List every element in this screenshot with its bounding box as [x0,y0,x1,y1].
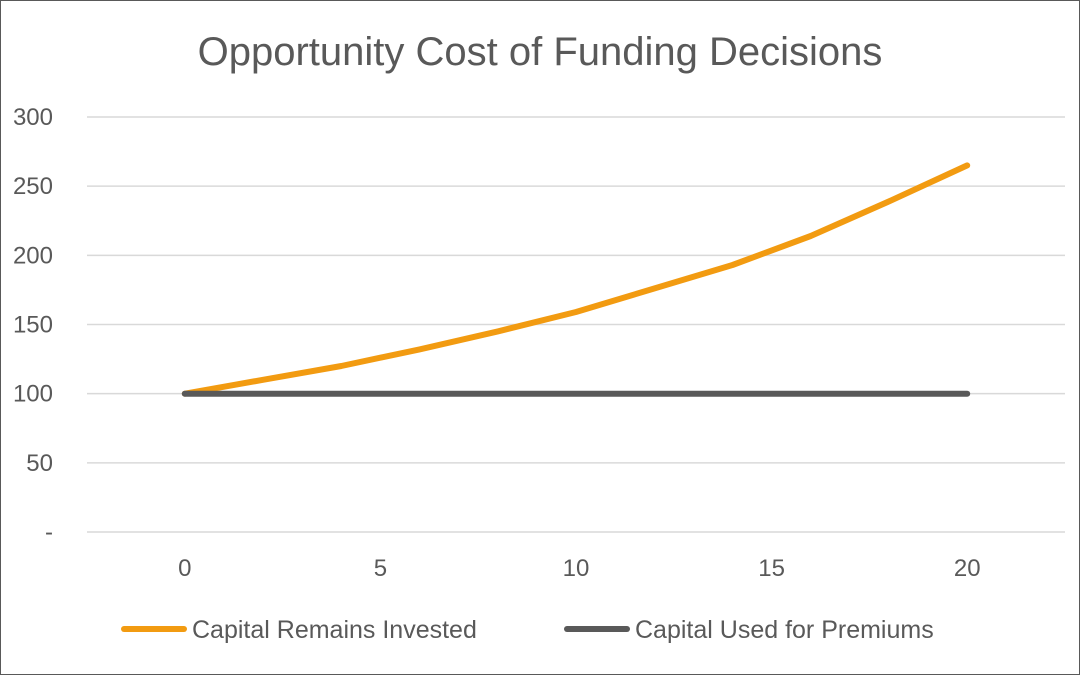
x-tick-label: 0 [178,555,191,582]
y-tick-label: 150 [13,312,53,339]
y-axis-ticks: - 50 100 150 200 250 300 [13,104,53,546]
x-tick-label: 20 [954,555,981,582]
legend-label-0: Capital Remains Invested [192,616,477,644]
y-tick-label: 200 [13,242,53,269]
y-tick-label: 250 [13,173,53,200]
x-tick-label: 15 [758,555,785,582]
legend: Capital Remains Invested Capital Used for… [121,616,934,644]
series-lines [181,162,971,397]
y-tick-label: 100 [13,381,53,408]
x-tick-label: 10 [563,555,590,582]
series-line-0 [181,162,971,397]
x-axis-ticks: 0 5 10 15 20 [178,555,980,582]
x-tick-label: 5 [374,555,387,582]
chart-title: Opportunity Cost of Funding Decisions [198,30,883,74]
gridlines [87,116,1065,533]
legend-label-1: Capital Used for Premiums [635,616,934,644]
y-tick-label: 300 [13,104,53,131]
y-tick-label: - [45,519,53,546]
y-tick-label: 50 [26,450,53,477]
